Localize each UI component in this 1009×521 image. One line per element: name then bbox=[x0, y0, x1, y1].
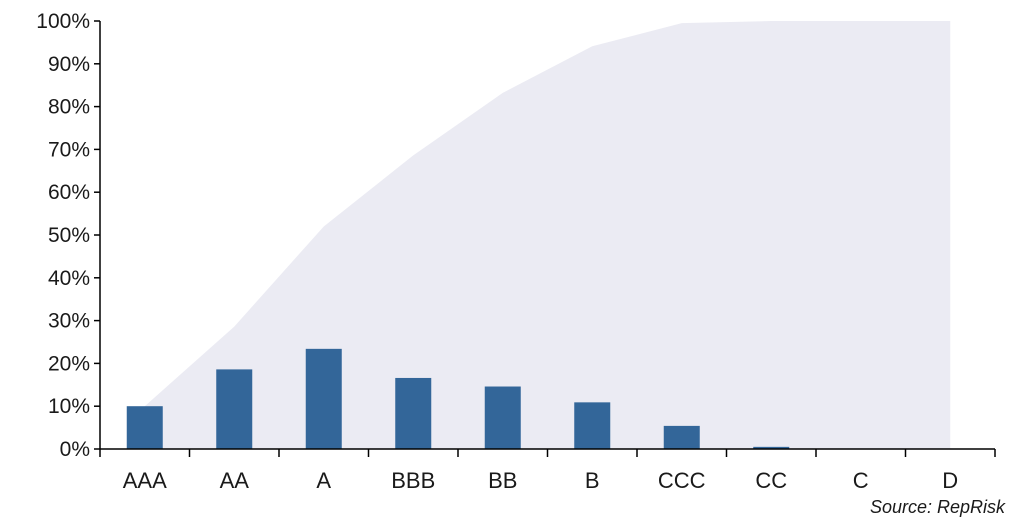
bar-bb bbox=[484, 386, 521, 449]
x-category-label: CC bbox=[755, 468, 787, 493]
y-tick-label: 10% bbox=[48, 395, 90, 418]
x-category-label: AA bbox=[220, 468, 250, 493]
bar-b bbox=[574, 402, 611, 449]
bar-layer bbox=[126, 348, 790, 449]
x-category-label: C bbox=[853, 468, 869, 493]
x-category-label: BBB bbox=[391, 468, 435, 493]
x-tick-layer: AAA AA A BBB BB B CCC CC C D bbox=[99, 449, 996, 493]
y-tick-label: 20% bbox=[48, 352, 90, 375]
x-category-label: B bbox=[585, 468, 600, 493]
y-tick-label: 0% bbox=[60, 438, 90, 461]
bar-bbb bbox=[395, 377, 432, 449]
x-category-label: A bbox=[316, 468, 331, 493]
y-tick-layer: 0% 10% 20% 30% 40% 50% 60% 70% 80% 90% 100% bbox=[36, 10, 100, 461]
bar-cc bbox=[753, 446, 790, 449]
x-category-label: BB bbox=[488, 468, 517, 493]
y-tick-label: 70% bbox=[48, 138, 90, 161]
bar-aa bbox=[216, 369, 253, 449]
y-tick-label: 40% bbox=[48, 267, 90, 290]
cumulative-area bbox=[144, 21, 951, 449]
y-tick-label: 100% bbox=[36, 10, 90, 33]
bar-aaa bbox=[126, 406, 163, 449]
bar-a bbox=[305, 348, 342, 449]
x-category-label: AAA bbox=[123, 468, 167, 493]
area-layer bbox=[144, 21, 951, 449]
y-tick-label: 90% bbox=[48, 53, 90, 76]
y-tick-label: 50% bbox=[48, 224, 90, 247]
y-tick-label: 80% bbox=[48, 96, 90, 119]
y-tick-label: 30% bbox=[48, 310, 90, 333]
x-category-label: D bbox=[942, 468, 958, 493]
y-tick-label: 60% bbox=[48, 181, 90, 204]
x-category-label: CCC bbox=[658, 468, 706, 493]
source-label: Source: RepRisk bbox=[870, 497, 1006, 517]
bar-ccc bbox=[663, 425, 700, 449]
